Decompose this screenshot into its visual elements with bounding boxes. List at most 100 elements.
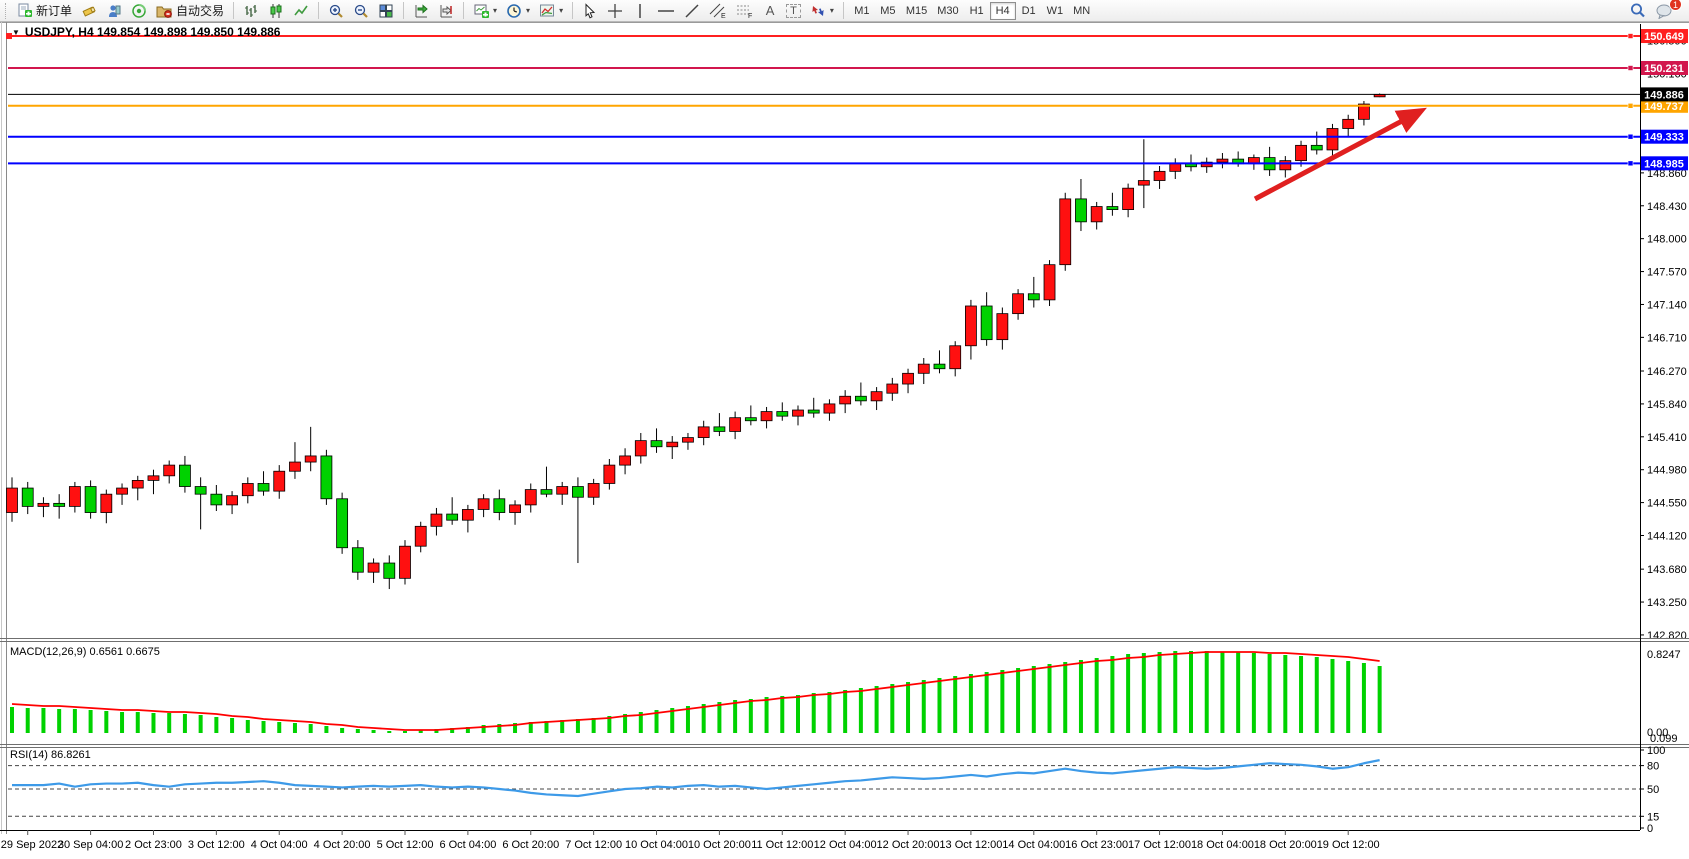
- price-chart[interactable]: 150.590150.160149.730149.300148.860148.4…: [0, 22, 1689, 859]
- date-label: 30 Sep 04:00: [58, 839, 123, 851]
- candle-bull: [461, 509, 474, 521]
- fibonacci-tool-button[interactable]: F: [732, 1, 758, 21]
- candle-bear: [446, 513, 459, 521]
- date-label: 16 Oct 23:00: [1065, 839, 1128, 851]
- line-handle[interactable]: [6, 33, 12, 40]
- rsi-pane: 100 80 50 150: [8, 745, 1665, 835]
- data-window-button[interactable]: [102, 1, 126, 21]
- line-handle[interactable]: [1627, 133, 1634, 140]
- candle-bear: [1075, 198, 1087, 223]
- data-window-icon: [106, 3, 122, 19]
- navigator-button[interactable]: [127, 1, 151, 21]
- date-label: 10 Oct 04:00: [625, 839, 688, 851]
- timeframe-W1[interactable]: W1: [1046, 4, 1064, 17]
- candle-bull: [1153, 170, 1166, 181]
- candle-bear: [713, 426, 726, 432]
- candle-bear: [744, 417, 757, 422]
- horizontal-line-tool-button[interactable]: [653, 1, 679, 21]
- candle-bear: [1310, 144, 1323, 151]
- timeframe-M5[interactable]: M5: [880, 4, 896, 17]
- rsi-line: [12, 759, 1380, 798]
- toolbar: 新订单 自动交易: [0, 0, 1689, 22]
- auto-trading-button[interactable]: 自动交易: [152, 1, 228, 21]
- indicators-button[interactable]: ▾: [535, 1, 567, 21]
- dropdown-arrow-icon: ▾: [559, 6, 564, 15]
- text-label-icon: T: [786, 3, 801, 18]
- candle-bull: [760, 411, 773, 422]
- price-tick-label: 148.860: [1647, 168, 1687, 180]
- timeframe-D1[interactable]: D1: [1021, 4, 1036, 17]
- chart-title-text: USDJPY, H4 149.854 149.898 149.850 149.8…: [24, 25, 281, 39]
- auto-trading-label: 自动交易: [176, 4, 225, 18]
- candle-bear: [980, 305, 993, 341]
- market-watch-button[interactable]: [77, 1, 101, 21]
- candle-bear: [650, 440, 663, 448]
- timeframe-H1[interactable]: H1: [969, 4, 984, 17]
- candle-bear: [493, 498, 506, 513]
- candle-bear: [572, 486, 584, 498]
- arrows-tool-button[interactable]: ▾: [806, 1, 838, 21]
- rsi-tick-label: 50: [1647, 784, 1659, 796]
- new-chart-button[interactable]: ▾: [469, 1, 501, 21]
- candle-bear: [336, 498, 349, 549]
- zoom-in-button[interactable]: [324, 1, 348, 21]
- candle-bull: [1090, 206, 1103, 223]
- timeframe-M1[interactable]: M1: [854, 4, 870, 17]
- date-label: 18 Oct 20:00: [1254, 839, 1317, 851]
- candle-bear: [179, 464, 191, 487]
- line-chart-button[interactable]: [289, 1, 313, 21]
- timeframe-M15[interactable]: M15: [905, 4, 928, 17]
- date-label: 11 Oct 12:00: [751, 839, 813, 851]
- candle-bear: [1106, 206, 1119, 210]
- candle-bear: [383, 562, 396, 579]
- candlestick-chart-button[interactable]: [264, 1, 288, 21]
- candle-bull: [1169, 163, 1182, 172]
- candle-bull: [619, 455, 631, 466]
- date-label: 12 Oct 20:00: [877, 839, 940, 851]
- trend-arrow[interactable]: [1253, 107, 1427, 202]
- navigator-icon: [131, 3, 147, 19]
- date-label: 14 Oct 04:00: [1002, 839, 1065, 851]
- candle-bear: [807, 409, 820, 414]
- timeframe-MN[interactable]: MN: [1073, 4, 1091, 17]
- line-handle[interactable]: [1627, 65, 1634, 71]
- tile-windows-button[interactable]: [374, 1, 398, 21]
- cursor-tool-button[interactable]: [578, 1, 602, 21]
- price-line-label-box: [1641, 129, 1688, 144]
- chart-shift-button[interactable]: [434, 1, 458, 21]
- vertical-line-icon: [632, 3, 648, 19]
- symbol-dropdown-icon[interactable]: ▼: [12, 27, 20, 37]
- price-line-label-box: [1641, 98, 1688, 113]
- candle-bull: [100, 493, 113, 513]
- trendline-icon: [684, 3, 700, 19]
- line-handle[interactable]: [1627, 102, 1634, 109]
- chat-button[interactable]: 1: [1651, 0, 1682, 21]
- candle-bull: [430, 513, 443, 527]
- candle-bear: [257, 483, 270, 492]
- cursor-icon: [582, 2, 598, 19]
- zoom-out-icon: [353, 3, 369, 19]
- text-tool-button[interactable]: A: [759, 1, 781, 21]
- line-handle[interactable]: [1627, 160, 1634, 167]
- candle-bull: [1216, 158, 1229, 163]
- new-order-button[interactable]: 新订单: [13, 1, 76, 21]
- line-handle[interactable]: [1627, 33, 1634, 39]
- equidistant-channel-tool-button[interactable]: E: [705, 1, 731, 21]
- indicators-icon: [539, 3, 555, 19]
- candle-bull: [1012, 293, 1024, 315]
- zoom-out-button[interactable]: [349, 1, 373, 21]
- crosshair-tool-button[interactable]: [603, 1, 627, 21]
- timeframe-H4[interactable]: H4: [989, 1, 1016, 20]
- new-order-label: 新订单: [36, 4, 73, 18]
- bar-chart-icon: [243, 3, 259, 19]
- date-label: 19 Oct 12:00: [1317, 839, 1380, 851]
- period-button[interactable]: ▾: [502, 1, 534, 21]
- auto-scroll-button[interactable]: [409, 1, 433, 21]
- timeframe-toolbar: M1 M5 M15 M30 H1 H4 D1 W1 MN: [849, 1, 1095, 20]
- timeframe-M30[interactable]: M30: [937, 4, 959, 17]
- search-button[interactable]: [1625, 1, 1650, 21]
- bar-chart-button[interactable]: [239, 1, 263, 21]
- text-label-tool-button[interactable]: T: [782, 1, 805, 21]
- trendline-tool-button[interactable]: [680, 1, 704, 21]
- vertical-line-tool-button[interactable]: [628, 1, 652, 21]
